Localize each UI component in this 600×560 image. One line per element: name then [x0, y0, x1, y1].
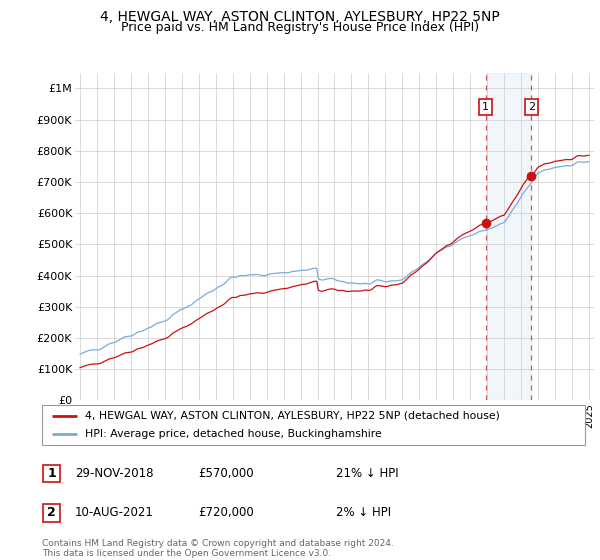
Text: £570,000: £570,000 [198, 466, 254, 480]
Text: 1: 1 [482, 102, 489, 112]
Text: 21% ↓ HPI: 21% ↓ HPI [336, 466, 398, 480]
Text: Price paid vs. HM Land Registry's House Price Index (HPI): Price paid vs. HM Land Registry's House … [121, 21, 479, 34]
Text: £720,000: £720,000 [198, 506, 254, 519]
Text: 29-NOV-2018: 29-NOV-2018 [75, 466, 154, 480]
Text: 4, HEWGAL WAY, ASTON CLINTON, AYLESBURY, HP22 5NP: 4, HEWGAL WAY, ASTON CLINTON, AYLESBURY,… [100, 10, 500, 24]
Text: 4, HEWGAL WAY, ASTON CLINTON, AYLESBURY, HP22 5NP (detached house): 4, HEWGAL WAY, ASTON CLINTON, AYLESBURY,… [85, 411, 500, 421]
Text: 2: 2 [47, 506, 56, 519]
Bar [485, 73, 532, 400]
Text: 1: 1 [47, 467, 56, 480]
Text: HPI: Average price, detached house, Buckinghamshire: HPI: Average price, detached house, Buck… [85, 430, 382, 439]
Text: Contains HM Land Registry data © Crown copyright and database right 2024.
This d: Contains HM Land Registry data © Crown c… [42, 539, 394, 558]
Text: 2: 2 [528, 102, 535, 112]
Text: 2% ↓ HPI: 2% ↓ HPI [336, 506, 391, 519]
Text: 10-AUG-2021: 10-AUG-2021 [75, 506, 154, 519]
